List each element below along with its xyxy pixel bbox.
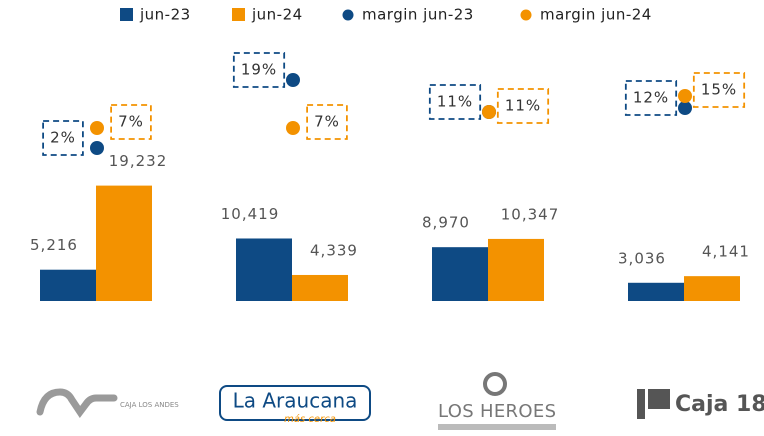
margin-label: 15% bbox=[701, 81, 737, 99]
legend-label: jun-24 bbox=[251, 6, 303, 24]
margin-label-box bbox=[428, 84, 482, 120]
bar bbox=[684, 276, 740, 301]
legend-marker bbox=[232, 8, 245, 21]
logo-icon bbox=[36, 388, 118, 419]
margin-dot bbox=[482, 105, 496, 119]
legend-label: margin jun-23 bbox=[362, 6, 474, 24]
margin-label: 11% bbox=[437, 93, 473, 111]
category-label: Caja 18 bbox=[675, 392, 764, 417]
margin-label: 19% bbox=[241, 61, 277, 79]
bar bbox=[236, 238, 292, 301]
margin-dot bbox=[90, 121, 104, 135]
margin-label-box bbox=[496, 88, 550, 124]
bar bbox=[432, 247, 488, 301]
bar bbox=[292, 274, 348, 301]
margin-label-box bbox=[232, 52, 286, 88]
margin-label-box bbox=[306, 104, 348, 140]
category-label: La Araucana bbox=[233, 389, 358, 413]
legend-marker bbox=[342, 9, 354, 21]
bar bbox=[96, 185, 152, 301]
margin-dot bbox=[678, 101, 692, 115]
data-label: 10,347 bbox=[501, 205, 560, 223]
margin-label-box bbox=[42, 120, 84, 156]
data-label: 8,970 bbox=[422, 214, 470, 232]
margin-label: 7% bbox=[118, 113, 144, 131]
margin-label-box bbox=[624, 80, 678, 116]
category-label: LOS HEROES bbox=[438, 401, 556, 422]
margin-dot bbox=[286, 121, 300, 135]
margin-dot bbox=[90, 141, 104, 155]
margin-dot bbox=[678, 89, 692, 103]
data-label: 4,339 bbox=[310, 241, 358, 259]
data-label: 4,141 bbox=[702, 243, 750, 261]
margin-label: 2% bbox=[50, 129, 76, 147]
data-label: 10,419 bbox=[221, 205, 280, 223]
legend-label: jun-23 bbox=[139, 6, 191, 24]
logo-frame bbox=[219, 385, 371, 421]
logo-band bbox=[438, 424, 556, 430]
logo-icon bbox=[648, 389, 670, 409]
bar bbox=[488, 238, 544, 301]
margin-label: 11% bbox=[505, 97, 541, 115]
legend-marker bbox=[520, 9, 532, 21]
legend-marker bbox=[120, 8, 133, 21]
bar bbox=[628, 282, 684, 301]
category-tagline: más cerca bbox=[284, 413, 336, 425]
margin-label: 12% bbox=[633, 89, 669, 107]
margin-label-box bbox=[692, 72, 746, 108]
logo-icon bbox=[637, 389, 645, 419]
logo-icon bbox=[483, 372, 507, 396]
margin-label: 7% bbox=[314, 113, 340, 131]
data-label: 5,216 bbox=[30, 236, 78, 254]
data-label: 3,036 bbox=[618, 249, 666, 267]
data-label: 19,232 bbox=[109, 152, 168, 170]
margin-dot bbox=[286, 73, 300, 87]
bar bbox=[40, 269, 96, 301]
margin-label-box bbox=[110, 104, 152, 140]
category-label: CAJA LOS ANDES bbox=[120, 401, 179, 409]
legend-label: margin jun-24 bbox=[540, 6, 652, 24]
